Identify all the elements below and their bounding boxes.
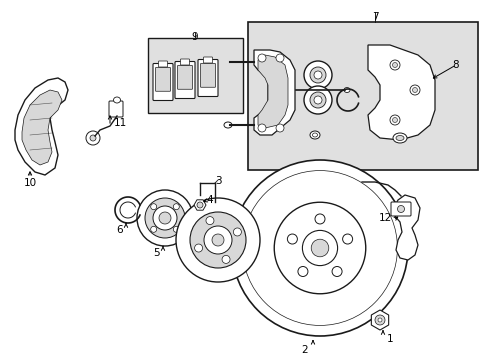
Circle shape xyxy=(309,67,325,83)
Ellipse shape xyxy=(395,135,403,140)
Circle shape xyxy=(137,190,193,246)
Circle shape xyxy=(297,266,307,276)
Ellipse shape xyxy=(224,122,231,128)
Polygon shape xyxy=(22,90,62,165)
Ellipse shape xyxy=(309,131,319,139)
Circle shape xyxy=(153,206,177,230)
Text: 11: 11 xyxy=(113,118,126,128)
Circle shape xyxy=(90,135,96,141)
FancyBboxPatch shape xyxy=(155,68,170,91)
Text: 9: 9 xyxy=(191,32,198,42)
FancyBboxPatch shape xyxy=(200,63,215,87)
Circle shape xyxy=(274,202,365,294)
FancyBboxPatch shape xyxy=(158,61,167,67)
Circle shape xyxy=(374,315,384,325)
Circle shape xyxy=(313,96,321,104)
Ellipse shape xyxy=(392,133,406,143)
FancyBboxPatch shape xyxy=(175,62,195,99)
Circle shape xyxy=(389,115,399,125)
Circle shape xyxy=(258,124,265,132)
Bar xyxy=(247,22,477,170)
Circle shape xyxy=(392,63,397,68)
Text: 3: 3 xyxy=(214,176,221,186)
Circle shape xyxy=(304,61,331,89)
Circle shape xyxy=(190,212,245,268)
Text: 4: 4 xyxy=(206,195,213,205)
FancyBboxPatch shape xyxy=(153,63,173,100)
Ellipse shape xyxy=(113,97,120,103)
Ellipse shape xyxy=(312,133,317,137)
Circle shape xyxy=(377,318,381,322)
Circle shape xyxy=(314,214,325,224)
Circle shape xyxy=(342,234,352,244)
Text: 12: 12 xyxy=(378,213,391,223)
Circle shape xyxy=(258,54,265,62)
Circle shape xyxy=(275,124,284,132)
Polygon shape xyxy=(367,45,434,140)
Circle shape xyxy=(222,255,229,264)
Circle shape xyxy=(205,217,214,225)
Circle shape xyxy=(287,234,297,244)
FancyBboxPatch shape xyxy=(109,101,123,117)
Text: 2: 2 xyxy=(301,345,307,355)
Polygon shape xyxy=(393,195,419,260)
Circle shape xyxy=(302,230,337,266)
Text: 5: 5 xyxy=(153,248,160,258)
Circle shape xyxy=(203,226,231,254)
Circle shape xyxy=(233,228,241,236)
Text: 10: 10 xyxy=(23,178,37,188)
Circle shape xyxy=(150,226,156,232)
Circle shape xyxy=(397,206,404,212)
Circle shape xyxy=(159,212,171,224)
FancyBboxPatch shape xyxy=(390,202,410,216)
Circle shape xyxy=(409,85,419,95)
Polygon shape xyxy=(15,78,68,175)
Text: 7: 7 xyxy=(371,12,378,22)
Text: 1: 1 xyxy=(386,334,392,344)
FancyBboxPatch shape xyxy=(180,59,189,65)
Circle shape xyxy=(304,86,331,114)
Circle shape xyxy=(173,226,179,232)
Circle shape xyxy=(150,204,156,210)
Circle shape xyxy=(310,239,328,257)
Polygon shape xyxy=(258,55,287,128)
Circle shape xyxy=(86,131,100,145)
Polygon shape xyxy=(253,50,294,135)
Circle shape xyxy=(194,244,202,252)
Polygon shape xyxy=(194,200,205,210)
Circle shape xyxy=(309,92,325,108)
Circle shape xyxy=(231,160,407,336)
Circle shape xyxy=(275,54,284,62)
Circle shape xyxy=(197,202,203,208)
Text: 8: 8 xyxy=(452,60,458,70)
Circle shape xyxy=(412,87,417,93)
Polygon shape xyxy=(370,310,388,330)
FancyBboxPatch shape xyxy=(203,57,212,63)
Bar xyxy=(148,38,243,113)
Ellipse shape xyxy=(224,59,231,65)
Circle shape xyxy=(176,198,260,282)
FancyBboxPatch shape xyxy=(177,66,192,89)
Circle shape xyxy=(212,234,224,246)
Circle shape xyxy=(392,117,397,122)
Circle shape xyxy=(145,198,184,238)
FancyBboxPatch shape xyxy=(198,59,218,96)
Circle shape xyxy=(313,71,321,79)
Circle shape xyxy=(389,60,399,70)
Circle shape xyxy=(331,266,342,276)
Ellipse shape xyxy=(343,87,349,93)
Text: 6: 6 xyxy=(117,225,123,235)
Circle shape xyxy=(173,204,179,210)
